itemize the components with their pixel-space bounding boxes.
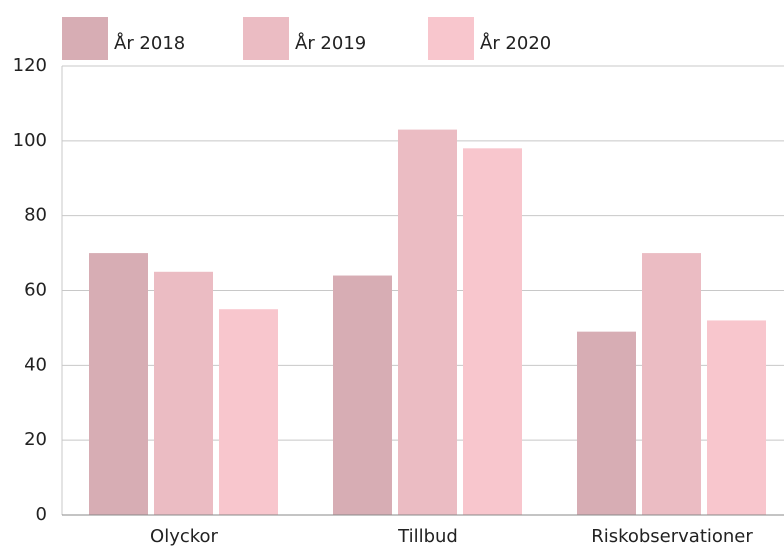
y-tick-label: 20 [24, 429, 47, 450]
y-tick-label: 100 [13, 130, 47, 151]
legend-label: År 2020 [480, 32, 551, 54]
bar [398, 129, 457, 515]
bar [219, 309, 278, 515]
legend-swatch [243, 17, 289, 60]
bar [642, 253, 701, 516]
y-tick-label: 0 [36, 504, 47, 525]
bar [333, 275, 392, 515]
y-tick-label: 80 [24, 205, 47, 226]
x-tick-label: Olyckor [150, 526, 219, 547]
bar [154, 271, 213, 515]
legend-label: År 2019 [295, 32, 366, 54]
x-tick-label: Tillbud [397, 526, 458, 547]
y-tick-label: 60 [24, 280, 47, 301]
y-tick-label: 120 [13, 55, 47, 76]
legend-swatch [428, 17, 474, 60]
legend-swatch [62, 17, 108, 60]
bar [463, 148, 522, 516]
bar [707, 320, 766, 515]
y-tick-label: 40 [24, 354, 47, 375]
bar [577, 331, 636, 515]
x-tick-label: Riskobservationer [591, 526, 753, 547]
legend-label: År 2018 [114, 32, 185, 54]
bar [89, 253, 148, 516]
